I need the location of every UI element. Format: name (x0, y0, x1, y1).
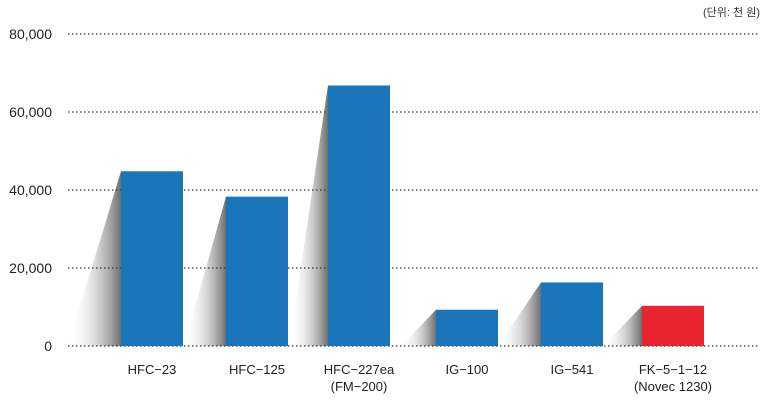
bar-shadow (401, 309, 436, 346)
bar (121, 171, 183, 346)
bar (541, 282, 603, 346)
x-tick-label: HFC−125 (229, 362, 285, 377)
bar-shadow (289, 85, 328, 346)
x-tick-label: IG−100 (445, 362, 488, 377)
y-tick-label: 20,000 (9, 260, 52, 276)
x-tick-label: (FM−200) (331, 379, 388, 394)
y-tick-label: 40,000 (9, 182, 52, 198)
x-tick-label: FK−5−1−12 (639, 362, 707, 377)
bar (436, 309, 498, 346)
bar (328, 85, 390, 346)
x-tick-label: HFC−23 (128, 362, 177, 377)
y-tick-label: 80,000 (9, 26, 52, 42)
x-tick-label: IG−541 (550, 362, 593, 377)
bar-shadow (498, 282, 541, 346)
y-tick-label: 60,000 (9, 104, 52, 120)
x-tick-label: (Novec 1230) (634, 379, 712, 394)
bar-shadow (68, 171, 121, 346)
unit-note: (단위: 천 원) (703, 7, 760, 19)
y-tick-label: 0 (44, 338, 52, 354)
bar-shadow (603, 305, 642, 346)
bar-shadow (184, 196, 226, 346)
x-tick-label: HFC−227ea (324, 362, 395, 377)
bar (642, 305, 704, 346)
bar (226, 196, 288, 346)
